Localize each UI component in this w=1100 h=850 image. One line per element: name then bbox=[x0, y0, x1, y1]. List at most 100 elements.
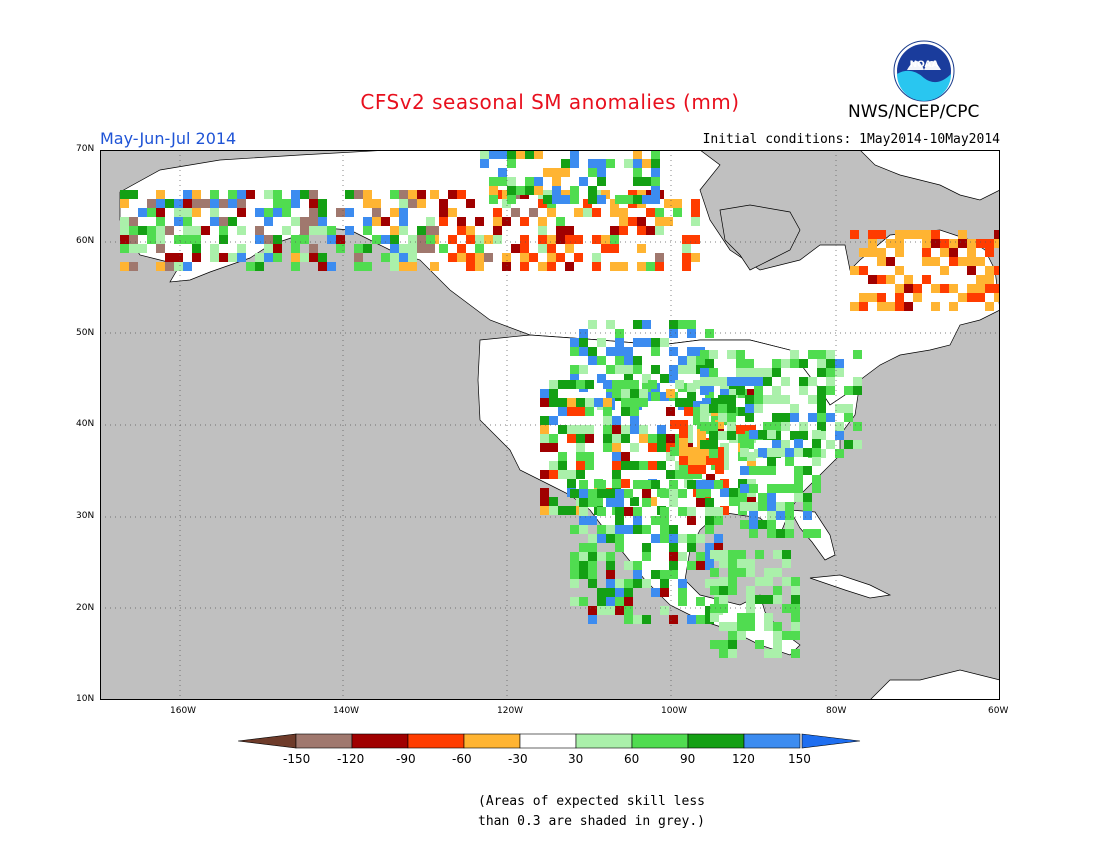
anomaly-cell bbox=[826, 440, 835, 449]
anomaly-cell bbox=[210, 190, 219, 199]
anomaly-cell bbox=[567, 425, 576, 434]
anomaly-cell bbox=[705, 615, 714, 624]
anomaly-cell bbox=[826, 350, 835, 359]
anomaly-cell bbox=[633, 507, 642, 516]
anomaly-cell bbox=[949, 257, 958, 266]
anomaly-cell bbox=[678, 588, 687, 597]
anomaly-cell bbox=[657, 461, 666, 470]
anomaly-cell bbox=[520, 235, 529, 244]
anomaly-cell bbox=[264, 208, 273, 217]
anomaly-cell bbox=[727, 404, 736, 413]
anomaly-cell bbox=[985, 266, 994, 275]
anomaly-cell bbox=[749, 466, 758, 475]
anomaly-cell bbox=[156, 262, 165, 271]
anomaly-cell bbox=[399, 199, 408, 208]
anomaly-cell bbox=[754, 395, 763, 404]
anomaly-cell bbox=[651, 365, 660, 374]
legend-swatch bbox=[407, 733, 465, 749]
anomaly-cell bbox=[826, 377, 835, 386]
anomaly-cell bbox=[183, 190, 192, 199]
anomaly-cell bbox=[448, 208, 457, 217]
anomaly-cell bbox=[511, 208, 520, 217]
anomaly-cell bbox=[639, 434, 648, 443]
anomaly-cell bbox=[558, 380, 567, 389]
anomaly-cell bbox=[165, 253, 174, 262]
anomaly-cell bbox=[705, 579, 714, 588]
anomaly-cell bbox=[237, 226, 246, 235]
anomaly-cell bbox=[859, 302, 868, 311]
anomaly-cell bbox=[758, 493, 767, 502]
anomaly-cell bbox=[651, 570, 660, 579]
anomaly-cell bbox=[399, 190, 408, 199]
anomaly-cell bbox=[556, 235, 565, 244]
anomaly-cell bbox=[745, 440, 754, 449]
anomaly-cell bbox=[976, 275, 985, 284]
anomaly-cell bbox=[781, 422, 790, 431]
anomaly-cell bbox=[669, 570, 678, 579]
anomaly-cell bbox=[637, 226, 646, 235]
anomaly-cell bbox=[475, 244, 484, 253]
anomaly-cell bbox=[183, 217, 192, 226]
anomaly-cell bbox=[696, 356, 705, 365]
anomaly-cell bbox=[570, 374, 579, 383]
anomaly-cell bbox=[300, 190, 309, 199]
anomaly-cell bbox=[606, 606, 615, 615]
anomaly-cell bbox=[156, 244, 165, 253]
anomaly-cell bbox=[773, 649, 782, 658]
anomaly-cell bbox=[558, 425, 567, 434]
anomaly-cell bbox=[597, 195, 606, 204]
anomaly-cell bbox=[549, 434, 558, 443]
anomaly-cell bbox=[354, 190, 363, 199]
anomaly-cell bbox=[219, 253, 228, 262]
anomaly-cell bbox=[646, 226, 655, 235]
anomaly-cell bbox=[642, 525, 651, 534]
anomaly-cell bbox=[702, 488, 711, 497]
anomaly-cell bbox=[803, 493, 812, 502]
anomaly-cell bbox=[540, 434, 549, 443]
anomaly-cell bbox=[958, 239, 967, 248]
anomaly-cell bbox=[183, 226, 192, 235]
anomaly-cell bbox=[642, 489, 651, 498]
anomaly-cell bbox=[300, 235, 309, 244]
anomaly-cell bbox=[749, 511, 758, 520]
anomaly-cell bbox=[958, 257, 967, 266]
anomaly-cell bbox=[755, 640, 764, 649]
anomaly-cell bbox=[156, 208, 165, 217]
anomaly-cell bbox=[682, 262, 691, 271]
anomaly-cell bbox=[754, 368, 763, 377]
anomaly-cell bbox=[552, 186, 561, 195]
anomaly-cell bbox=[781, 413, 790, 422]
anomaly-cell bbox=[570, 525, 579, 534]
anomaly-cell bbox=[763, 377, 772, 386]
anomaly-cell bbox=[633, 579, 642, 588]
anomaly-cell bbox=[540, 443, 549, 452]
anomaly-cell bbox=[502, 262, 511, 271]
anomaly-cell bbox=[619, 217, 628, 226]
anomaly-cell bbox=[570, 338, 579, 347]
anomaly-cell bbox=[273, 190, 282, 199]
anomaly-cell bbox=[958, 230, 967, 239]
anomaly-cell bbox=[552, 195, 561, 204]
anomaly-cell bbox=[606, 392, 615, 401]
anomaly-cell bbox=[736, 359, 745, 368]
anomaly-cell bbox=[679, 447, 688, 456]
anomaly-cell bbox=[556, 253, 565, 262]
anomaly-cell bbox=[318, 262, 327, 271]
legend-arrow-low bbox=[237, 733, 297, 749]
anomaly-cell bbox=[684, 398, 693, 407]
anomaly-cell bbox=[439, 217, 448, 226]
anomaly-cell bbox=[691, 253, 700, 262]
anomaly-cell bbox=[129, 190, 138, 199]
anomaly-cell bbox=[773, 568, 782, 577]
lon-tick-label: 160W bbox=[170, 706, 197, 716]
anomaly-cell bbox=[585, 407, 594, 416]
anomaly-cell bbox=[603, 443, 612, 452]
anomaly-cell bbox=[904, 302, 913, 311]
anomaly-cell bbox=[747, 425, 756, 434]
anomaly-cell bbox=[547, 208, 556, 217]
anomaly-cell bbox=[709, 404, 718, 413]
anomaly-cell bbox=[507, 150, 516, 159]
anomaly-cell bbox=[466, 253, 475, 262]
anomaly-cell bbox=[697, 465, 706, 474]
anomaly-cell bbox=[679, 429, 688, 438]
